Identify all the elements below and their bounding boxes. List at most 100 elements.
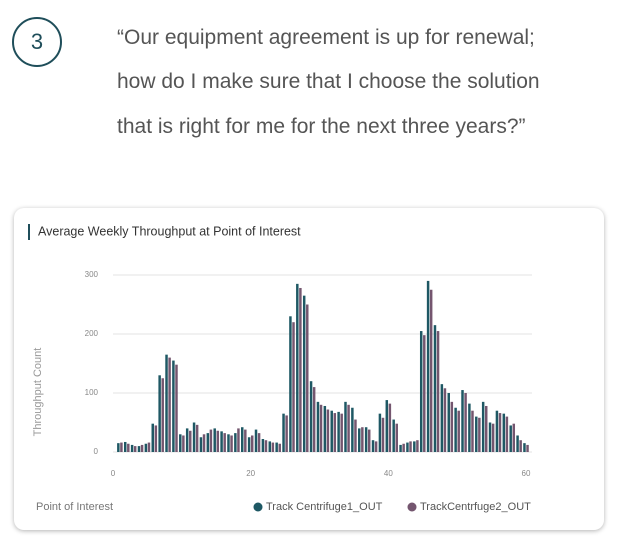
bar — [185, 428, 189, 452]
bar — [257, 433, 261, 452]
bar — [454, 407, 457, 452]
bar — [168, 357, 171, 452]
bar — [385, 400, 389, 452]
bar — [406, 442, 409, 452]
bar — [443, 388, 447, 452]
chart-card — [14, 208, 604, 530]
bar — [413, 441, 416, 452]
bar — [409, 441, 412, 452]
bar — [250, 435, 254, 452]
x-tick-label: 60 — [522, 469, 531, 478]
bar — [234, 433, 237, 452]
bar — [202, 434, 206, 452]
bar — [195, 424, 199, 452]
bar — [374, 441, 378, 452]
bar — [344, 401, 347, 452]
bar — [502, 413, 506, 452]
bar — [285, 415, 288, 452]
bar — [464, 393, 467, 452]
bar — [498, 413, 502, 452]
bar — [302, 295, 306, 452]
bar — [326, 409, 330, 452]
bar — [237, 428, 240, 452]
bar — [151, 423, 154, 452]
bar — [247, 437, 251, 452]
bar — [161, 378, 164, 452]
bar — [447, 393, 450, 452]
bar — [230, 435, 233, 452]
bar — [516, 435, 519, 452]
bar — [478, 417, 481, 452]
bar — [367, 429, 371, 452]
y-tick-label: 200 — [85, 329, 99, 338]
x-tick-label: 40 — [384, 469, 393, 478]
bar — [523, 443, 526, 452]
bar — [223, 433, 226, 452]
bar — [402, 443, 405, 452]
bar — [140, 444, 144, 452]
legend-swatch — [407, 502, 417, 512]
bar — [172, 360, 175, 452]
bar — [488, 422, 492, 452]
bar — [220, 431, 223, 452]
bar — [423, 335, 426, 452]
bar — [213, 428, 216, 452]
chart-title: Average Weekly Throughput at Point of In… — [38, 224, 301, 238]
bar — [206, 433, 210, 452]
bar — [299, 287, 302, 452]
x-tick-label: 20 — [246, 469, 255, 478]
legend-label: Track Centrifuge1_OUT — [266, 501, 383, 513]
bar — [378, 413, 382, 452]
bar — [512, 423, 516, 452]
bar — [165, 354, 168, 452]
bar — [244, 429, 247, 452]
bar — [192, 422, 196, 452]
bar — [323, 405, 327, 452]
quote-line: how do I make sure that I choose the sol… — [117, 70, 540, 93]
bar — [296, 283, 299, 452]
bar — [468, 403, 471, 452]
bar — [495, 410, 499, 452]
bar — [475, 416, 478, 452]
bar — [491, 423, 495, 452]
bar — [347, 404, 350, 452]
bar — [254, 429, 258, 452]
bar — [337, 411, 340, 452]
bar — [358, 428, 361, 452]
y-tick-label: 300 — [85, 270, 99, 279]
bar — [505, 416, 509, 452]
bar — [292, 322, 295, 452]
bar — [440, 384, 444, 452]
bar — [509, 425, 512, 452]
bar — [278, 443, 281, 452]
bar — [175, 364, 178, 452]
bar — [227, 434, 230, 452]
bar — [261, 439, 265, 452]
bar — [450, 401, 454, 452]
x-tick-label: 0 — [111, 469, 116, 478]
y-tick-label: 100 — [85, 388, 99, 397]
bar — [199, 437, 203, 452]
bar — [144, 443, 148, 452]
bar — [364, 427, 368, 452]
bar — [333, 413, 337, 452]
bar — [481, 401, 485, 452]
bar — [216, 430, 220, 452]
bar — [209, 429, 213, 452]
bar — [309, 381, 313, 452]
bar — [461, 390, 464, 452]
bar — [179, 434, 182, 452]
bar — [316, 401, 320, 452]
bar — [275, 442, 278, 452]
bar — [395, 423, 398, 452]
bar — [189, 430, 192, 452]
legend-label: TrackCentrfuge2_OUT — [420, 501, 531, 513]
bar — [354, 419, 357, 452]
bar — [117, 443, 120, 452]
bar — [361, 427, 364, 452]
bar — [241, 427, 244, 452]
bar — [429, 289, 433, 452]
bar — [120, 442, 123, 452]
